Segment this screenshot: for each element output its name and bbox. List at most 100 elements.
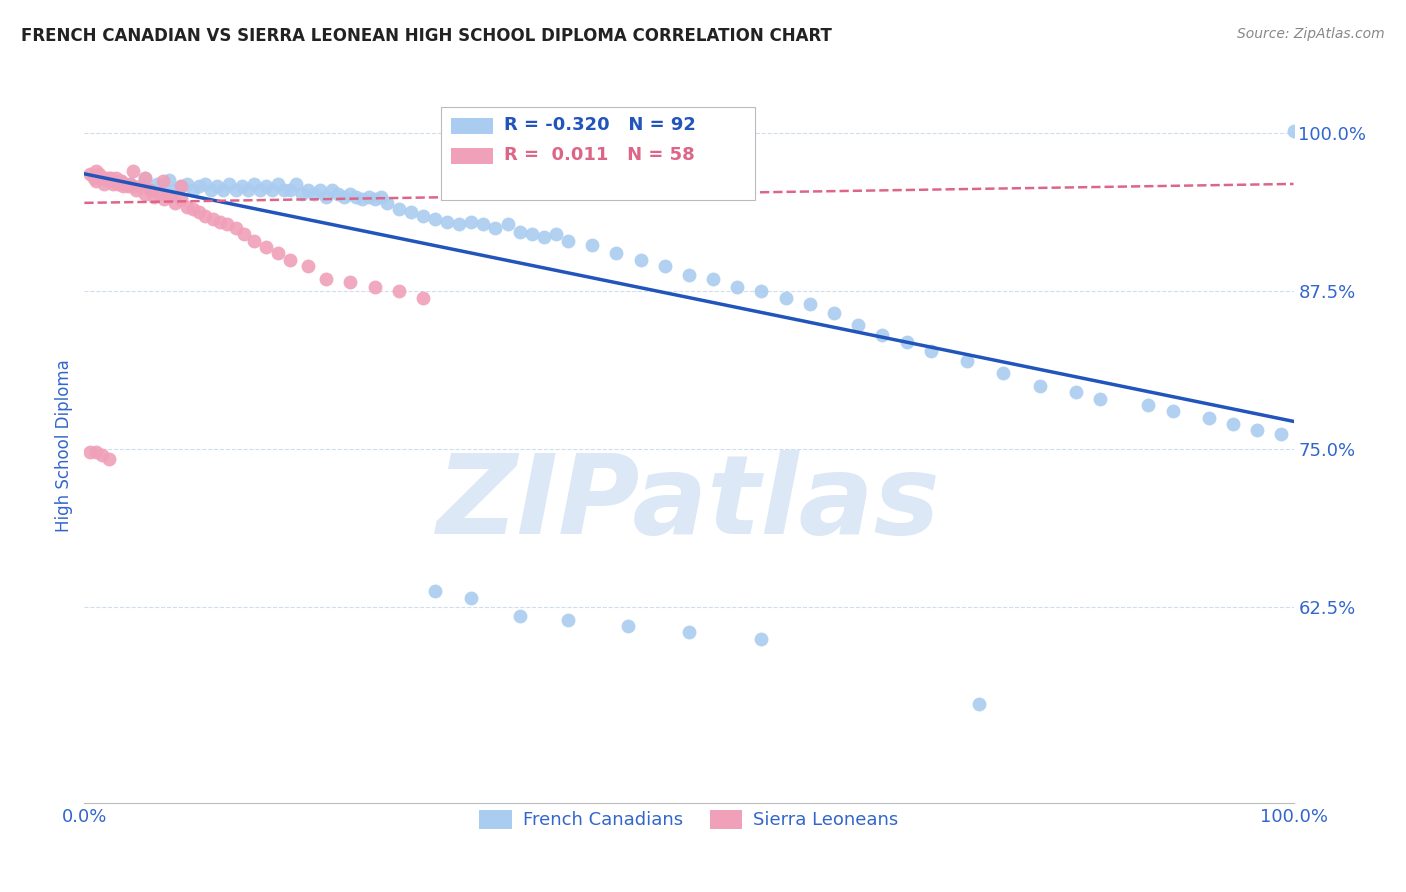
Point (201, 212, 224, 227)
Point (533, 230, 555, 244)
Point (194, 177, 217, 191)
Point (509, 608, 531, 623)
Point (460, 591, 482, 606)
Text: R =  0.011   N = 58: R = 0.011 N = 58 (503, 146, 695, 164)
Point (1270, 427, 1292, 442)
Point (346, 189, 368, 203)
Point (165, 183, 187, 197)
Point (170, 179, 193, 194)
Point (121, 164, 143, 178)
Point (581, 237, 603, 252)
Point (412, 209, 434, 223)
Point (284, 177, 308, 191)
Point (138, 183, 160, 197)
Text: R = -0.320   N = 92: R = -0.320 N = 92 (503, 116, 696, 134)
Point (1088, 392, 1111, 406)
Point (120, 177, 142, 191)
Point (254, 240, 277, 254)
Point (94, 170, 117, 185)
Point (260, 183, 283, 197)
Point (654, 259, 676, 273)
Point (86, 164, 108, 178)
Point (1064, 385, 1087, 400)
Point (212, 183, 235, 197)
Point (129, 179, 152, 194)
Point (412, 291, 434, 305)
Point (139, 183, 162, 197)
Point (388, 202, 411, 217)
Point (104, 170, 127, 185)
Point (86, 174, 108, 188)
Point (702, 271, 724, 285)
Point (181, 202, 204, 217)
Point (215, 218, 238, 232)
Point (846, 318, 869, 333)
Point (339, 276, 361, 290)
Point (83, 170, 105, 185)
Point (993, 367, 1015, 381)
Point (117, 179, 139, 194)
Point (176, 200, 198, 214)
Point (315, 189, 337, 203)
Point (91, 449, 114, 463)
Point (112, 179, 135, 194)
Point (388, 285, 411, 299)
Point (297, 183, 319, 197)
Point (357, 189, 380, 203)
Point (339, 187, 361, 202)
Point (496, 218, 519, 232)
Point (143, 189, 166, 203)
Point (152, 179, 174, 194)
Point (1246, 423, 1268, 437)
Point (297, 259, 319, 273)
Point (399, 204, 422, 219)
Point (107, 177, 129, 191)
Point (449, 218, 471, 232)
Point (725, 280, 748, 294)
Point (321, 183, 343, 197)
Point (165, 195, 187, 210)
Point (1161, 404, 1184, 418)
Point (775, 291, 797, 305)
Point (315, 271, 337, 285)
Point (291, 187, 314, 202)
Point (544, 227, 567, 242)
Point (208, 215, 231, 229)
Point (352, 192, 374, 206)
Point (872, 328, 894, 343)
Bar (451, 119, 494, 134)
Point (79, 167, 101, 181)
Point (254, 179, 277, 194)
Point (249, 183, 271, 197)
Point (920, 343, 942, 358)
Point (170, 179, 193, 194)
Point (125, 183, 148, 197)
Point (799, 297, 821, 311)
Point (630, 252, 652, 267)
Point (148, 187, 170, 202)
Point (370, 189, 392, 203)
Text: FRENCH CANADIAN VS SIERRA LEONEAN HIGH SCHOOL DIPLOMA CORRELATION CHART: FRENCH CANADIAN VS SIERRA LEONEAN HIGH S… (21, 27, 832, 45)
Point (188, 179, 211, 194)
Point (1137, 398, 1160, 412)
Point (134, 170, 156, 185)
Point (1198, 410, 1220, 425)
Point (823, 306, 845, 320)
Point (110, 174, 132, 188)
Point (509, 225, 531, 239)
Point (751, 285, 773, 299)
Point (97, 452, 120, 467)
Point (557, 613, 579, 627)
Point (309, 183, 332, 197)
Point (207, 179, 229, 194)
Point (110, 174, 132, 188)
Point (87, 167, 110, 181)
Point (79, 444, 101, 458)
Point (86, 444, 108, 458)
Point (236, 183, 259, 197)
Point (423, 212, 446, 227)
Point (93, 177, 115, 191)
Point (170, 192, 193, 206)
Point (134, 170, 156, 185)
Point (967, 698, 990, 712)
